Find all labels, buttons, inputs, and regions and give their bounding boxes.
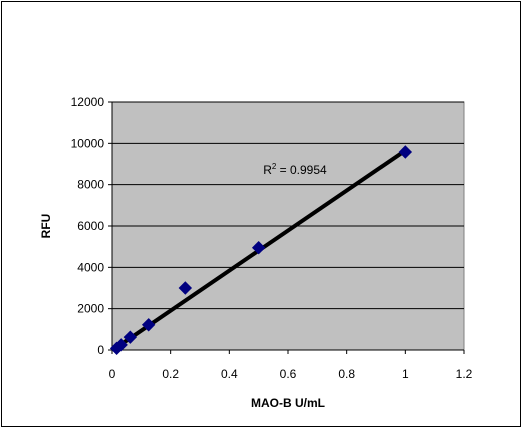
y-tick-label-6: 12000 <box>71 95 105 109</box>
x-tick-label-1: 0.2 <box>162 367 179 381</box>
y-axis-label: RFU <box>39 214 53 239</box>
data-point-2 <box>123 330 138 344</box>
y-tick-label-3: 6000 <box>77 219 104 233</box>
y-tick-label-5: 10000 <box>71 136 105 150</box>
r-squared-base: R <box>263 163 272 177</box>
r-squared-superscript: 2 <box>272 162 277 171</box>
y-tick-label-1: 2000 <box>77 302 104 316</box>
y-tick-label-2: 4000 <box>77 260 104 274</box>
r-squared-annotation: R2 = 0.9954 <box>263 162 327 177</box>
x-tick-label-5: 1 <box>402 367 409 381</box>
x-tick-label-6: 1.2 <box>456 367 473 381</box>
y-tick-label-0: 0 <box>97 343 104 357</box>
x-tick-label-4: 0.8 <box>338 367 355 381</box>
data-point-4 <box>178 281 193 295</box>
data-points <box>109 145 413 356</box>
x-tick-label-3: 0.6 <box>280 367 297 381</box>
x-tick-label-0: 0 <box>109 367 116 381</box>
x-axis-ticks: 0 0.2 0.4 0.6 0.8 1 1.2 <box>109 350 473 381</box>
y-tick-label-4: 8000 <box>77 178 104 192</box>
data-point-5 <box>251 240 266 255</box>
data-point-3 <box>141 318 156 332</box>
x-axis-label: MAO-B U/mL <box>251 396 325 410</box>
r-squared-value: = 0.9954 <box>276 163 327 177</box>
x-tick-label-2: 0.4 <box>221 367 238 381</box>
data-point-1 <box>114 338 128 352</box>
data-point-6 <box>398 145 413 159</box>
y-axis-ticks: 0 2000 4000 6000 8000 10000 12000 <box>71 95 112 357</box>
